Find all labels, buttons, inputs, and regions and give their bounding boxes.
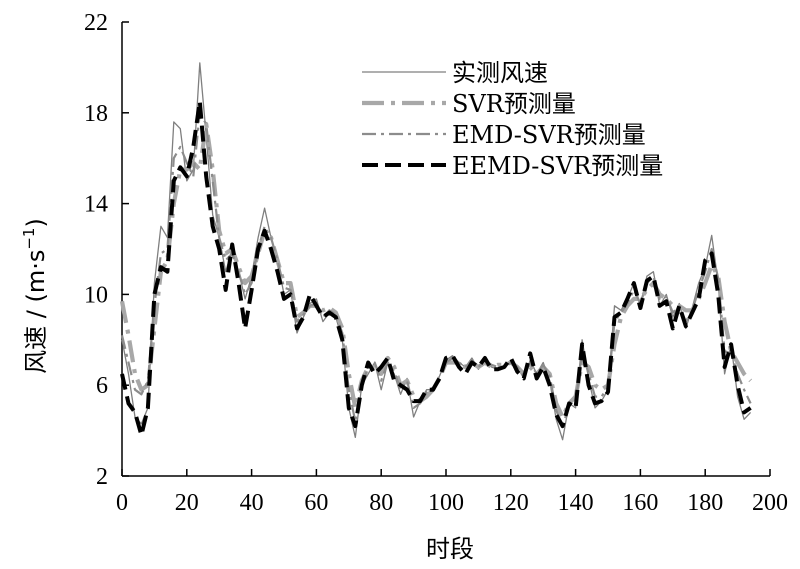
y-axis-label-superscript: −1 [20,228,38,250]
y-tick-label: 14 [84,192,108,218]
x-tick-label: 100 [428,490,464,516]
x-tick-label: 180 [687,490,723,516]
y-axis-label-end: ) [22,218,50,227]
legend-label-1: SVR预测量 [452,90,576,118]
x-tick-label: 80 [369,490,393,516]
chart-legend: 实测风速 SVR预测量 EMD-SVR预测量 EEMD-SVR预测量 [362,59,663,180]
x-tick-label: 160 [622,490,658,516]
x-tick-label: 60 [304,490,328,516]
y-tick-label: 6 [96,373,108,399]
x-tick-label: 40 [240,490,264,516]
x-tick-label: 140 [558,490,594,516]
chart-axes: 0 20 40 60 80 100 120 140 160 180 200 2 6 10 14 18 22 [84,10,788,516]
series-line-3 [120,99,752,438]
x-tick-label: 0 [116,490,128,516]
legend-label-2: EMD-SVR预测量 [452,121,646,149]
y-axis-label-main: 风速 / (m·s [22,250,50,374]
x-axis-label: 时段 [426,535,474,563]
y-tick-label: 18 [84,101,108,127]
svg-text:风速 / (m·s−1): 风速 / (m·s−1) [20,218,50,374]
x-tick-label: 120 [493,490,529,516]
x-tick-label: 20 [175,490,199,516]
series-line-1 [119,121,753,420]
legend-label-3: EEMD-SVR预测量 [452,152,663,180]
y-tick-label: 22 [84,10,108,36]
x-tick-label: 200 [752,490,788,516]
series-layer [119,62,753,441]
legend-label-0: 实测风速 [452,59,548,87]
y-axis-label: 风速 / (m·s−1) [20,218,50,374]
y-tick-label: 10 [84,282,108,308]
y-tick-label: 2 [96,464,108,490]
